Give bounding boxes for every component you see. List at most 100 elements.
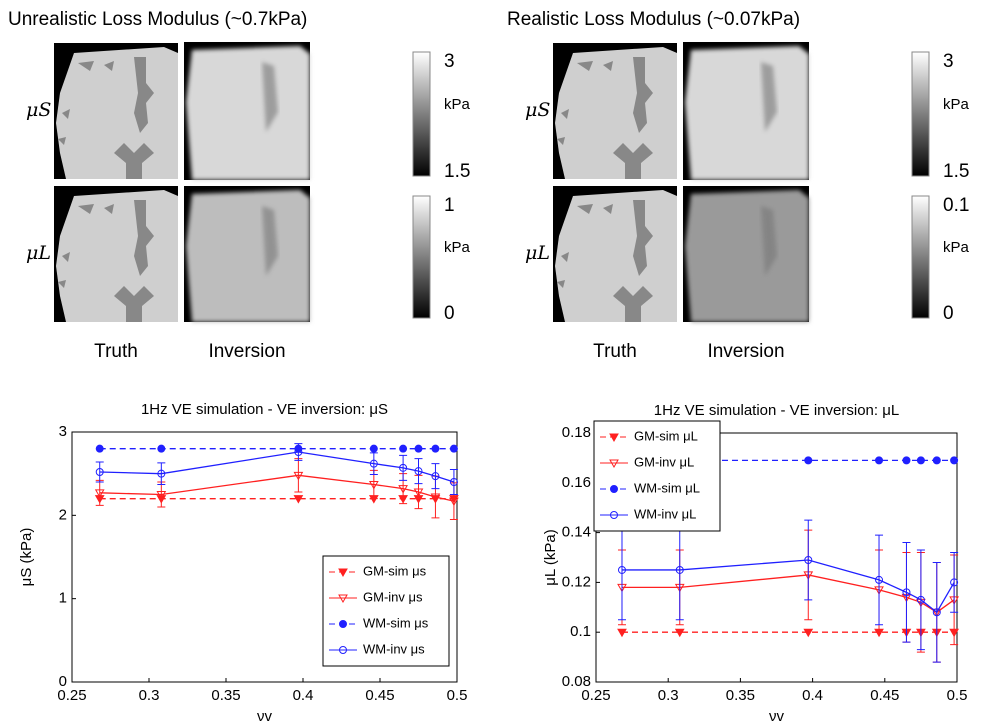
marker xyxy=(338,594,348,604)
marker xyxy=(674,628,685,638)
marker xyxy=(399,444,408,453)
colorbar xyxy=(911,195,930,319)
x-tick-label: 0.25 xyxy=(57,687,86,704)
marker xyxy=(414,467,423,476)
marker xyxy=(293,495,304,504)
marker xyxy=(156,491,167,500)
y-axis-label: μS (kPa) xyxy=(18,528,35,587)
legend-label: WM-sim μs xyxy=(363,615,429,630)
marker xyxy=(610,511,618,519)
column-label: Inversion xyxy=(707,341,784,362)
colorbar xyxy=(412,195,431,319)
marker xyxy=(932,608,941,617)
marker xyxy=(398,485,408,494)
y-tick-label: 3 xyxy=(59,423,67,440)
series-line xyxy=(99,451,455,483)
marker xyxy=(675,565,684,574)
marker xyxy=(369,444,378,453)
inversion-image xyxy=(683,186,809,322)
row-label: μL xyxy=(525,242,550,264)
column-label: Inversion xyxy=(208,341,285,362)
marker xyxy=(157,469,166,478)
x-tick-label: 0.25 xyxy=(581,687,610,704)
colorbar-min: 1.5 xyxy=(444,161,470,182)
marker xyxy=(875,456,884,465)
colorbar-max: 0.1 xyxy=(943,195,969,216)
row-label: μS xyxy=(26,99,51,121)
marker xyxy=(902,456,911,465)
y-tick-label: 0.08 xyxy=(562,673,591,690)
colorbar-max: 1 xyxy=(444,195,455,216)
y-tick-label: 2 xyxy=(59,506,67,523)
colorbar-min: 0 xyxy=(943,303,954,324)
x-tick-label: 0.5 xyxy=(947,687,968,704)
plot-frame xyxy=(595,432,958,683)
marker xyxy=(338,568,348,578)
legend-label: GM-inv μs xyxy=(363,589,423,604)
x-tick-label: 0.45 xyxy=(365,687,394,704)
image-feature xyxy=(761,206,777,276)
marker xyxy=(449,497,459,507)
colorbar-unit: kPa xyxy=(444,239,471,256)
marker xyxy=(339,620,347,628)
x-tick-label: 0.3 xyxy=(139,687,160,704)
plot-frame xyxy=(71,431,458,683)
x-axis-label: νv xyxy=(769,708,785,725)
panel-title: Unrealistic Loss Modulus (~0.7kPa) xyxy=(8,9,307,30)
error-bar xyxy=(804,519,813,601)
row-label: μL xyxy=(26,242,51,264)
column-label: Truth xyxy=(593,341,637,362)
error-bar xyxy=(875,534,884,626)
truth-image xyxy=(553,43,677,179)
legend-label: GM-inv μL xyxy=(634,454,694,469)
truth-image xyxy=(54,186,178,322)
marker xyxy=(431,444,440,453)
y-tick-label: 0.16 xyxy=(562,474,591,491)
error-bar xyxy=(916,549,925,651)
marker xyxy=(293,471,304,481)
legend-label: GM-sim μL xyxy=(634,428,698,443)
inversion-image xyxy=(184,42,310,180)
marker xyxy=(95,444,104,453)
y-tick-label: 0 xyxy=(59,673,67,690)
marker xyxy=(413,488,424,498)
colorbar-unit: kPa xyxy=(943,96,970,113)
y-tick-label: 0.12 xyxy=(562,573,591,590)
marker xyxy=(950,578,959,587)
colorbar xyxy=(911,51,930,177)
marker xyxy=(157,444,166,453)
colorbar-max: 3 xyxy=(444,51,455,72)
error-bar xyxy=(157,462,166,485)
colorbar-max: 3 xyxy=(943,51,954,72)
marker xyxy=(804,555,813,564)
x-tick-label: 0.3 xyxy=(658,687,679,704)
error-bar xyxy=(399,454,408,481)
error-bar xyxy=(414,458,423,485)
image-tissue xyxy=(186,46,310,180)
row-label: μS xyxy=(525,99,550,121)
image-feature xyxy=(262,62,278,132)
marker xyxy=(431,472,440,481)
marker xyxy=(916,595,925,604)
marker xyxy=(94,489,105,498)
y-tick-label: 1 xyxy=(59,590,67,607)
error-bar xyxy=(431,463,440,490)
marker xyxy=(617,565,626,574)
y-tick-label: 0.1 xyxy=(570,623,591,640)
marker xyxy=(369,459,378,468)
inversion-image xyxy=(184,186,310,322)
x-tick-label: 0.35 xyxy=(211,687,240,704)
marker xyxy=(804,456,813,465)
y-axis-label: μL (kPa) xyxy=(542,529,559,585)
marker xyxy=(902,588,911,597)
image-tissue xyxy=(685,46,809,180)
marker xyxy=(95,468,104,476)
panel-title: Realistic Loss Modulus (~0.07kPa) xyxy=(507,9,800,30)
marker xyxy=(449,478,458,486)
image-feature xyxy=(761,62,777,132)
marker xyxy=(916,456,925,465)
legend-label: GM-sim μs xyxy=(363,563,427,578)
marker xyxy=(430,493,441,503)
marker xyxy=(399,463,408,472)
